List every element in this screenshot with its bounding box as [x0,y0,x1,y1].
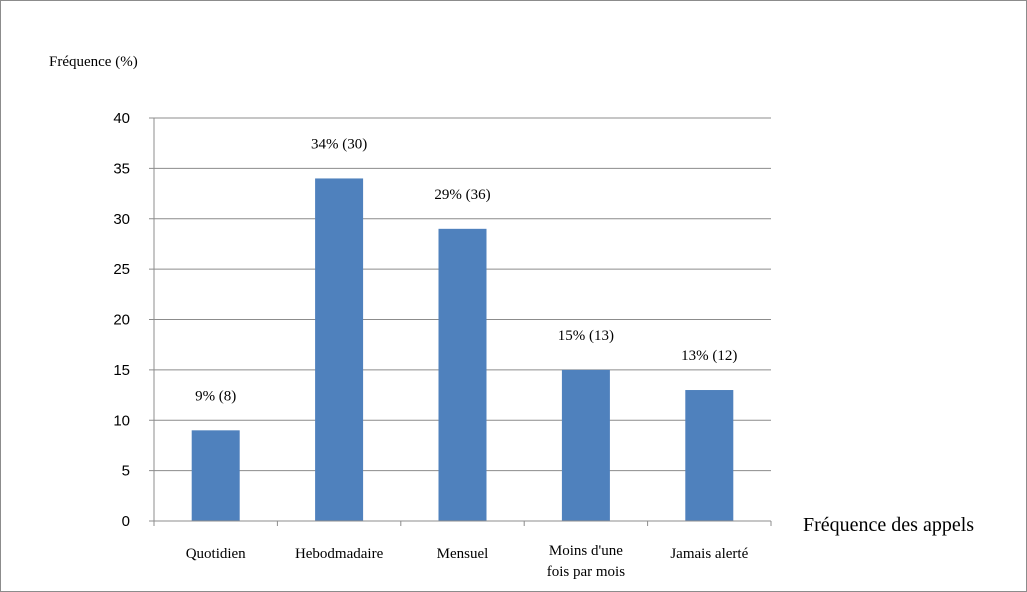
data-label: 15% (13) [558,328,614,344]
bars [191,178,734,521]
x-category-labels: Quotidien Hebodmadaire Mensuel Moins d'une f… [186,543,749,580]
data-label: 13% (12) [681,348,737,364]
data-label: 29% (36) [434,187,490,203]
y-tick-label: 30 [113,211,130,228]
y-tick-label: 40 [113,110,130,127]
bar [438,228,487,521]
y-tick-label: 5 [122,463,130,480]
y-tick-label: 35 [113,160,130,177]
y-tick-label: 20 [113,312,130,329]
data-labels: 9% (8) 34% (30) 29% (36) 15% (13) 13% (12) [195,136,737,404]
y-tick-labels: 0 5 10 15 20 25 30 35 40 [113,110,130,530]
data-label: 9% (8) [195,388,236,404]
x-category-label: Hebodmadaire [295,546,384,562]
x-category-label: Jamais alerté [670,546,748,562]
bar [315,178,364,521]
y-axis-label: Fréquence (%) [49,54,138,70]
x-category-label: fois par mois [547,564,625,580]
data-label: 34% (30) [311,136,367,152]
y-tick-label: 15 [113,362,130,379]
y-tick-label: 25 [113,261,130,278]
x-axis-label: Fréquence des appels [803,514,974,536]
y-tick-label: 0 [122,513,130,530]
bar [561,369,610,521]
bar [191,430,240,521]
x-category-label: Quotidien [186,546,246,562]
x-category-label: Moins d'une [549,543,623,559]
y-tick-label: 10 [113,412,130,429]
x-category-label: Mensuel [437,546,489,562]
axes [149,117,772,526]
bar [685,390,734,521]
